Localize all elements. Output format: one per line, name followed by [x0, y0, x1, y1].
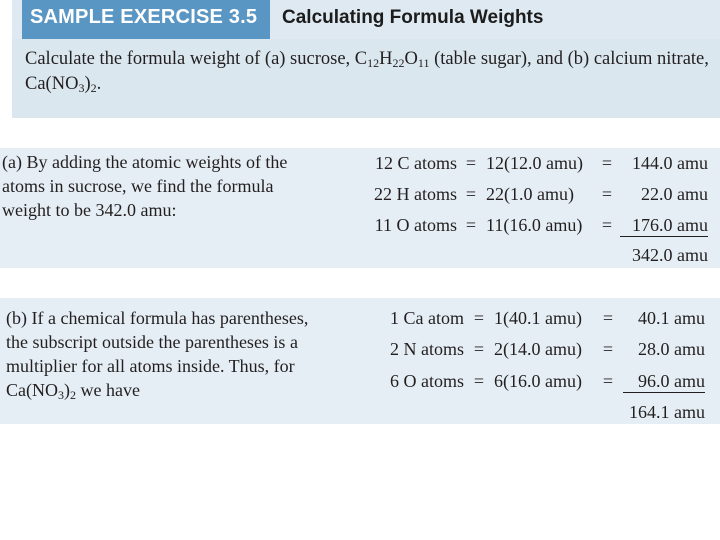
calc-lhs: 6 O atoms	[390, 371, 464, 391]
problem-text: Calculate the formula weight of (a) sucr…	[25, 49, 709, 95]
part-b-description: (b) If a chemical formula has parenthese…	[6, 306, 351, 402]
calc-equals: =	[473, 339, 485, 359]
exercise-number: SAMPLE EXERCISE 3.5	[30, 6, 258, 28]
calc-lhs: 2 N atoms	[390, 339, 464, 359]
calc-equals: =	[602, 339, 614, 359]
calc-equals: =	[602, 371, 614, 391]
problem-statement: Calculate the formula weight of (a) sucr…	[12, 39, 720, 118]
calc-equals: =	[465, 215, 477, 235]
calc-lhs: 11 O atoms	[374, 215, 457, 235]
calc-result: 22.0 amu	[641, 184, 708, 204]
part-a-panel: (a) By adding the atomic weights of the …	[0, 148, 720, 268]
desc-line: (b) If a chemical formula has parenthese…	[6, 308, 309, 328]
calc-equals: =	[601, 153, 613, 173]
part-b-panel: (b) If a chemical formula has parenthese…	[0, 298, 720, 424]
calc-expression: 12(12.0 amu)	[486, 153, 583, 173]
calc-equals: =	[602, 308, 614, 328]
calc-expression: 11(16.0 amu)	[486, 215, 583, 235]
calc-result: 40.1 amu	[638, 308, 705, 328]
calc-lhs: 22 H atoms	[374, 184, 457, 204]
desc-line: atoms in sucrose, we find the formula	[2, 176, 274, 196]
exercise-title: Calculating Formula Weights	[282, 7, 544, 28]
part-a-description: (a) By adding the atomic weights of the …	[2, 150, 332, 222]
calc-expression: 6(16.0 amu)	[494, 371, 582, 391]
desc-line: weight to be 342.0 amu:	[2, 200, 177, 220]
calc-equals: =	[473, 308, 485, 328]
desc-line: the subscript outside the parentheses is…	[6, 332, 298, 352]
calc-equals: =	[601, 184, 613, 204]
calc-expression: 22(1.0 amu)	[486, 184, 574, 204]
calc-equals: =	[473, 371, 485, 391]
calc-result: 28.0 amu	[638, 339, 705, 359]
desc-line: (a) By adding the atomic weights of the	[2, 152, 288, 172]
calc-result-underlined: 96.0 amu	[623, 371, 705, 393]
calc-result-underlined: 176.0 amu	[620, 215, 708, 237]
exercise-label: SAMPLE EXERCISE 3.5	[22, 0, 270, 39]
calc-equals: =	[601, 215, 613, 235]
calc-result: 144.0 amu	[632, 153, 708, 173]
formula-weight-total: 342.0 amu	[632, 245, 708, 265]
calc-equals: =	[465, 184, 477, 204]
formula-weight-total: 164.1 amu	[629, 402, 705, 422]
desc-line: multiplier for all atoms inside. Thus, f…	[6, 356, 295, 376]
desc-line: Ca(NO3)2 we have	[6, 380, 140, 402]
calc-expression: 1(40.1 amu)	[494, 308, 582, 328]
calc-lhs: 12 C atoms	[374, 153, 457, 173]
calc-equals: =	[465, 153, 477, 173]
calc-lhs: 1 Ca atom	[390, 308, 464, 328]
calc-expression: 2(14.0 amu)	[494, 339, 582, 359]
